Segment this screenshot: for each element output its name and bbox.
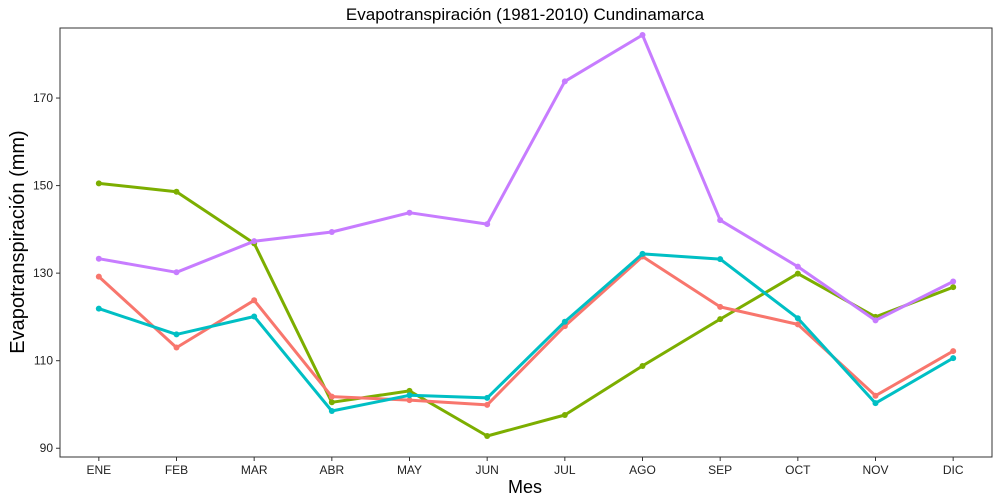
series-point <box>794 270 801 277</box>
y-tick-label: 150 <box>33 179 53 193</box>
series-line-3 <box>97 255 955 407</box>
series-point <box>950 284 957 291</box>
series-point <box>950 355 957 362</box>
x-tick-label-ago: AGO <box>629 463 656 477</box>
series-point <box>872 400 879 407</box>
series-point <box>328 408 335 415</box>
series-point <box>484 394 491 401</box>
series-point <box>561 411 568 418</box>
series-point <box>328 399 335 406</box>
x-tick-label-sep: SEP <box>708 463 732 477</box>
y-axis: 90 110 130 150 170 <box>33 91 60 455</box>
series-point <box>561 318 568 325</box>
x-axis-title: Mes <box>508 477 542 497</box>
series-point <box>484 432 491 439</box>
series-point <box>717 316 724 323</box>
x-tick-label-jun: JUN <box>475 463 498 477</box>
series-point <box>717 256 724 263</box>
x-tick-label-nov: NOV <box>862 463 888 477</box>
series-point <box>95 180 102 187</box>
series-point <box>95 305 102 312</box>
series-point <box>95 273 102 280</box>
x-tick-label-abr: ABR <box>319 463 344 477</box>
series-point <box>406 387 413 394</box>
series-point <box>561 78 568 85</box>
y-tick-label: 90 <box>40 441 54 455</box>
series-point <box>328 228 335 235</box>
series-point <box>717 303 724 310</box>
series-point <box>794 321 801 328</box>
series-point <box>639 362 646 369</box>
x-tick-label-dic: DIC <box>943 463 964 477</box>
x-tick-label-may: MAY <box>397 463 422 477</box>
series-point <box>794 315 801 322</box>
x-tick-label-ene: ENE <box>86 463 111 477</box>
plot-panel <box>59 27 993 458</box>
series-point <box>328 393 335 400</box>
series-point <box>251 313 258 320</box>
y-axis-title: Evapotranspiración (mm) <box>7 130 29 353</box>
y-tick-label: 130 <box>33 266 53 280</box>
x-tick-label-mar: MAR <box>241 463 268 477</box>
series-line-1 <box>97 181 955 438</box>
series-point <box>251 297 258 304</box>
series-point <box>406 209 413 216</box>
series-point <box>872 392 879 399</box>
series-point <box>406 392 413 399</box>
series-point <box>173 188 180 195</box>
x-tick-label-jul: JUL <box>554 463 576 477</box>
x-tick-label-feb: FEB <box>165 463 188 477</box>
y-tick-label: 110 <box>34 354 53 368</box>
series-point <box>950 348 957 355</box>
series-point <box>173 344 180 351</box>
series-layer <box>95 32 957 439</box>
series-point <box>173 331 180 338</box>
series-point <box>406 397 413 404</box>
series-point <box>717 217 724 224</box>
x-tick-label-oct: OCT <box>785 463 811 477</box>
y-tick-label: 170 <box>33 91 53 105</box>
series-point <box>484 401 491 408</box>
series-point <box>484 221 491 228</box>
series-line-4 <box>97 252 955 413</box>
series-point <box>95 255 102 262</box>
x-axis: ENE FEB MAR ABR MAY JUN JUL AGO SEP OCT NOV DIC <box>86 457 964 477</box>
series-point <box>639 250 646 257</box>
series-point <box>251 238 258 245</box>
chart-title: Evapotranspiración (1981-2010) Cundinama… <box>346 5 705 24</box>
series-line-2 <box>97 33 955 322</box>
series-point <box>794 263 801 270</box>
series-point <box>639 32 646 39</box>
series-point <box>950 278 957 285</box>
series-point <box>872 317 879 324</box>
series-point <box>173 269 180 276</box>
